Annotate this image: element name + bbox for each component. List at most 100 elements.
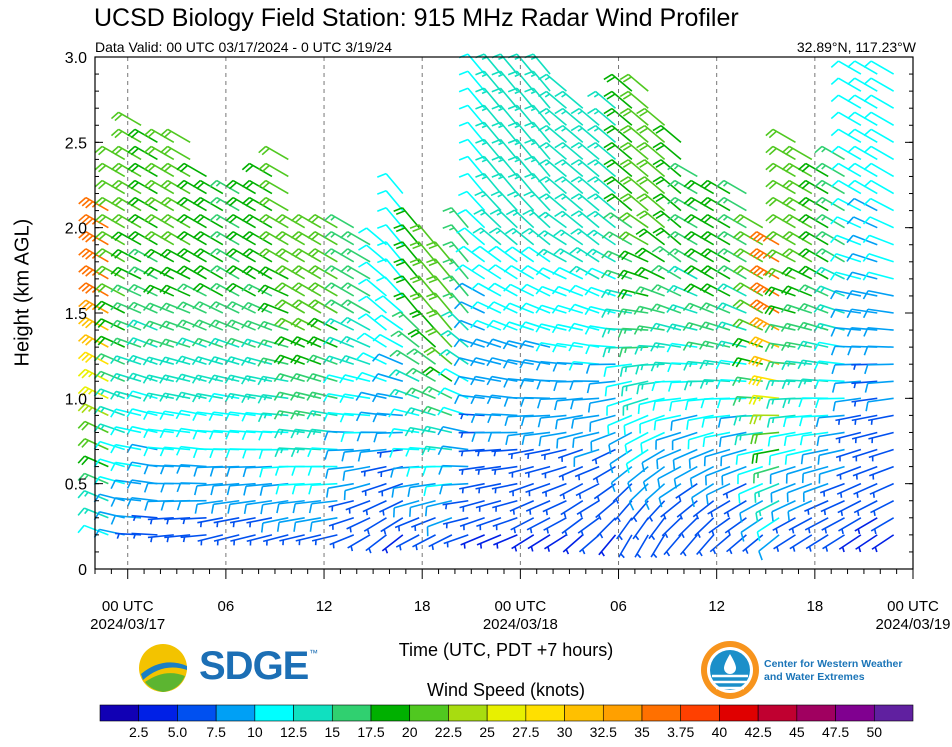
wind-barb bbox=[110, 390, 142, 400]
wind-barb bbox=[688, 448, 714, 469]
wind-barb bbox=[538, 431, 567, 447]
wind-barb bbox=[862, 234, 894, 246]
wind-barb bbox=[176, 248, 207, 263]
wind-barb bbox=[798, 213, 829, 229]
wind-barb bbox=[159, 266, 191, 280]
wind-barb bbox=[377, 241, 404, 263]
wind-barb bbox=[110, 179, 142, 195]
wind-barb bbox=[273, 410, 305, 420]
wind-barb bbox=[644, 483, 666, 511]
wind-barb bbox=[176, 283, 207, 297]
wind-barb bbox=[603, 107, 633, 126]
wind-barb bbox=[813, 285, 845, 297]
wind-barb bbox=[323, 265, 355, 280]
wind-barb bbox=[732, 318, 764, 331]
wind-barb bbox=[492, 517, 518, 531]
wind-barb bbox=[208, 282, 240, 297]
wind-barb bbox=[438, 464, 469, 475]
wind-barb bbox=[538, 193, 567, 212]
wind-barb bbox=[437, 368, 469, 382]
wind-barb bbox=[307, 265, 338, 280]
wind-barb bbox=[192, 248, 224, 263]
wind-barb bbox=[246, 534, 273, 546]
wind-barb bbox=[524, 172, 551, 195]
wind-barb bbox=[290, 265, 322, 280]
wind-barb bbox=[716, 248, 747, 263]
wind-barb bbox=[126, 390, 158, 400]
wind-barb bbox=[732, 282, 764, 297]
wind-barb bbox=[666, 323, 698, 333]
wind-barb bbox=[229, 517, 256, 528]
wind-barb bbox=[422, 465, 452, 476]
wind-barb bbox=[768, 448, 796, 466]
wind-barb bbox=[471, 431, 502, 443]
wind-barb bbox=[519, 283, 551, 297]
colorbar-label: 17.5 bbox=[357, 724, 384, 740]
wind-barb bbox=[279, 534, 305, 546]
wind-barb bbox=[748, 265, 780, 280]
wind-barb bbox=[192, 265, 224, 280]
wind-barb bbox=[406, 348, 437, 365]
wind-barb bbox=[708, 517, 731, 536]
wind-barb bbox=[241, 231, 273, 246]
wind-barb bbox=[618, 327, 649, 338]
wind-barb bbox=[306, 391, 338, 401]
wind-barb bbox=[524, 87, 551, 109]
wind-barb bbox=[357, 448, 387, 462]
wind-barb bbox=[127, 231, 158, 246]
wind-barb bbox=[78, 299, 109, 314]
y-tick-label: 3.0 bbox=[65, 50, 87, 67]
wind-barb bbox=[507, 87, 535, 109]
wind-barb bbox=[851, 414, 878, 425]
wind-barb bbox=[738, 482, 764, 504]
wind-barb bbox=[426, 241, 453, 263]
wind-barb bbox=[491, 172, 518, 195]
wind-barb bbox=[559, 482, 584, 500]
wind-barb bbox=[371, 392, 403, 403]
colorbar: 2.5 5.0 7.5 10 12.5 15 17.5 20 22.5 25 27.5 30 32.5 3… bbox=[99, 704, 914, 740]
wind-barb bbox=[226, 465, 256, 477]
wind-barb bbox=[682, 341, 714, 351]
wind-barb bbox=[208, 392, 240, 403]
wind-barb bbox=[554, 397, 583, 411]
wind-barb bbox=[307, 299, 338, 314]
colorbar-swatch bbox=[796, 704, 836, 722]
wind-barb bbox=[657, 465, 682, 489]
wind-barb bbox=[143, 145, 175, 161]
chart-title: UCSD Biology Field Station: 915 MHz Rada… bbox=[94, 4, 739, 32]
wind-barb bbox=[576, 500, 600, 518]
wind-barb bbox=[846, 253, 878, 263]
wind-barb bbox=[453, 357, 485, 367]
wind-barb bbox=[131, 514, 158, 522]
wind-barb bbox=[814, 397, 845, 409]
wind-barb bbox=[772, 517, 796, 534]
wind-barb bbox=[748, 231, 780, 246]
wind-barb bbox=[623, 414, 649, 436]
wind-barb bbox=[601, 308, 632, 318]
wind-barb bbox=[570, 142, 600, 161]
wind-barb bbox=[707, 500, 731, 518]
wind-barb bbox=[554, 210, 584, 229]
wind-barb bbox=[764, 267, 796, 280]
wind-barb bbox=[308, 482, 338, 495]
wind-barb bbox=[830, 77, 862, 92]
wind-barb bbox=[78, 334, 109, 348]
wind-barb bbox=[291, 482, 322, 495]
sdge-trademark: ™ bbox=[309, 648, 318, 658]
wind-barb bbox=[854, 517, 878, 535]
wind-barb bbox=[339, 299, 371, 314]
wind-barb bbox=[409, 258, 437, 280]
wind-barb bbox=[847, 94, 878, 109]
wind-barb bbox=[535, 323, 567, 333]
wind-barb bbox=[192, 429, 223, 440]
wind-barb bbox=[814, 231, 845, 246]
wind-barb bbox=[590, 431, 616, 452]
wind-barb bbox=[159, 284, 191, 297]
wind-barb bbox=[143, 213, 175, 229]
wind-barb bbox=[524, 121, 551, 143]
wind-barb bbox=[77, 507, 109, 519]
wind-barb bbox=[126, 372, 158, 383]
wind-barb bbox=[863, 162, 895, 178]
wind-barb bbox=[487, 431, 518, 443]
wind-barb bbox=[459, 517, 485, 531]
